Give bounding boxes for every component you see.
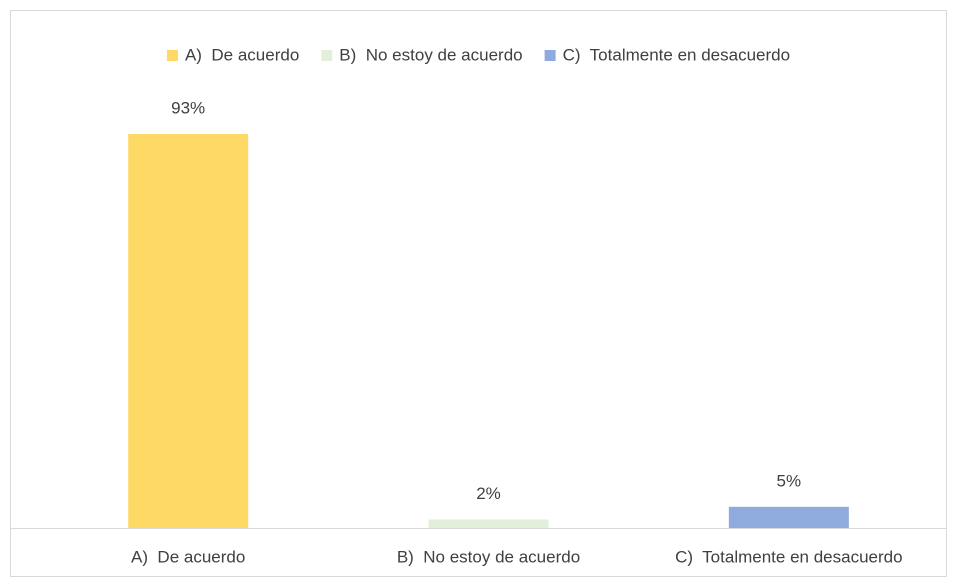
legend-swatch	[321, 50, 333, 61]
value-label: 2%	[476, 484, 501, 503]
legend-label: A) De acuerdo	[185, 45, 299, 64]
bar	[428, 519, 549, 528]
legend-label: C) Totalmente en desacuerdo	[563, 45, 790, 64]
legend-label: B) No estoy de acuerdo	[339, 45, 522, 64]
x-tick-label: A) De acuerdo	[131, 547, 245, 566]
legend-swatch	[166, 50, 178, 61]
x-tick-label: B) No estoy de acuerdo	[397, 547, 580, 566]
x-tick-label: C) Totalmente en desacuerdo	[675, 547, 902, 566]
bar	[728, 506, 849, 528]
value-label: 93%	[171, 98, 205, 117]
value-label: 5%	[777, 471, 802, 490]
legend-swatch	[544, 50, 556, 61]
bar	[128, 134, 249, 528]
